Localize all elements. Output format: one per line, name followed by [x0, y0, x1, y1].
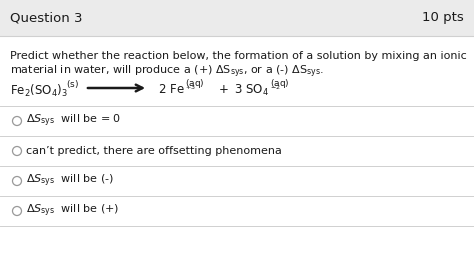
Text: $\mathrm{3\ SO_4}$: $\mathrm{3\ SO_4}$ — [234, 83, 269, 98]
Text: can’t predict, there are offsetting phenomena: can’t predict, there are offsetting phen… — [27, 146, 283, 156]
Text: material in water, will produce a (+) $\mathregular{\Delta S_{sys}}$, or a (-) $: material in water, will produce a (+) $\… — [10, 64, 324, 80]
Text: $\mathrm{^{+3}}$: $\mathrm{^{+3}}$ — [185, 85, 196, 94]
Text: Question 3: Question 3 — [10, 12, 82, 24]
Text: $\mathrm{(aq)}$: $\mathrm{(aq)}$ — [270, 77, 290, 90]
Text: $\mathrm{^{-2}}$: $\mathrm{^{-2}}$ — [270, 85, 281, 94]
Text: $\Delta S_{\rm sys}$  will be (+): $\Delta S_{\rm sys}$ will be (+) — [27, 203, 120, 219]
Bar — [0, 0, 474, 36]
Text: Predict whether the reaction below, the formation of a solution by mixing an ion: Predict whether the reaction below, the … — [10, 51, 467, 61]
Text: $\mathrm{(aq)}$: $\mathrm{(aq)}$ — [185, 77, 204, 90]
Text: $+$: $+$ — [218, 83, 228, 96]
Text: $\Delta S_{\rm sys}$  will be (-): $\Delta S_{\rm sys}$ will be (-) — [27, 173, 114, 189]
Text: $\mathrm{Fe_2(SO_4)_3}$: $\mathrm{Fe_2(SO_4)_3}$ — [10, 83, 68, 99]
Text: $\mathrm{2\ Fe}$: $\mathrm{2\ Fe}$ — [158, 83, 185, 96]
Text: 10 pts: 10 pts — [422, 12, 464, 24]
Text: $\mathrm{(s)}$: $\mathrm{(s)}$ — [66, 78, 79, 90]
Text: $\Delta S_{\rm sys}$  will be = 0: $\Delta S_{\rm sys}$ will be = 0 — [27, 113, 122, 129]
